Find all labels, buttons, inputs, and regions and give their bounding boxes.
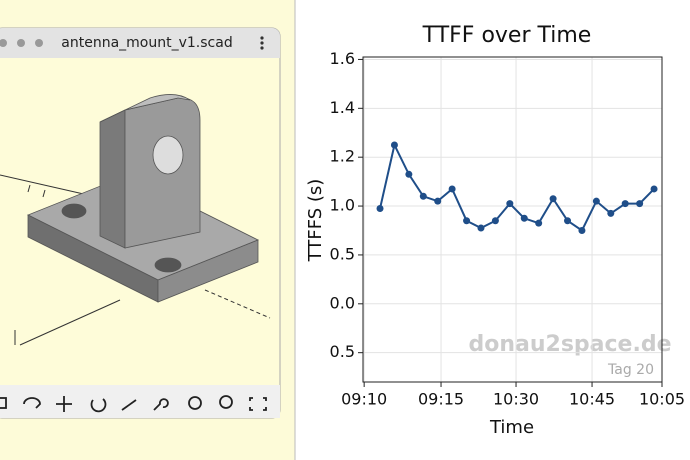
title-bar — [0, 28, 280, 58]
data-point — [592, 197, 600, 205]
data-point — [578, 226, 586, 234]
x-tick-label: 10:30 — [493, 390, 539, 409]
menu-button[interactable] — [260, 36, 264, 50]
plot-frame — [362, 56, 663, 383]
tool-button[interactable] — [90, 398, 107, 413]
window-button[interactable] — [0, 39, 7, 47]
y-tick-label: 1.2 — [330, 147, 355, 166]
x-axis-label: Time — [489, 417, 534, 438]
x-tick-label: 09:10 — [341, 390, 387, 409]
data-point — [506, 200, 514, 208]
data-point — [448, 185, 456, 193]
data-point — [636, 200, 644, 208]
tool-button[interactable] — [56, 396, 72, 412]
x-tick-label: 10:05 — [639, 390, 685, 409]
watermark: donau2space.de — [468, 332, 671, 357]
window-button[interactable] — [17, 39, 25, 47]
window-button[interactable] — [35, 39, 43, 47]
x-tick-label: 10:45 — [569, 390, 615, 409]
data-point — [434, 197, 442, 205]
tool-button[interactable] — [23, 397, 41, 409]
data-point — [390, 141, 398, 149]
tool-button[interactable] — [249, 397, 267, 411]
y-axis-label: TTFFS (s) — [305, 179, 326, 263]
y-tick-label: 1.4 — [330, 98, 355, 117]
y-tick-label: 1.0 — [330, 196, 355, 215]
scad-window: antenna_mount_v1.scad — [0, 27, 281, 419]
tool-button[interactable] — [219, 395, 233, 409]
chart-title: TTFF over Time — [422, 23, 592, 48]
data-point — [419, 192, 427, 200]
tool-button[interactable] — [188, 396, 202, 410]
y-tick-label: 1.6 — [330, 49, 355, 68]
data-point — [607, 209, 615, 217]
data-point — [405, 170, 413, 178]
data-point — [477, 224, 485, 232]
data-point — [463, 217, 471, 225]
window-title: antenna_mount_v1.scad — [61, 35, 232, 51]
tool-button[interactable] — [121, 399, 137, 411]
model — [27, 94, 259, 303]
x-tick-label: 09:15 — [418, 390, 464, 409]
y-tick-label: 0.5 — [330, 244, 355, 263]
tool-button[interactable] — [153, 398, 169, 411]
tool-button[interactable] — [0, 397, 7, 409]
y-tick-label: 0.5 — [330, 342, 355, 361]
annotation: Tag 20 — [607, 362, 654, 378]
data-point — [650, 185, 658, 193]
chart: TTFF over Time Time TTFFS (s) donau2spac… — [305, 23, 685, 438]
y-tick-label: 0.0 — [330, 293, 355, 312]
data-point — [564, 217, 572, 225]
data-point — [520, 214, 528, 222]
data-point — [535, 219, 543, 227]
data-point — [621, 200, 629, 208]
data-point — [376, 205, 384, 213]
data-point — [549, 195, 557, 203]
data-point — [491, 217, 499, 225]
toolbar — [0, 385, 280, 418]
